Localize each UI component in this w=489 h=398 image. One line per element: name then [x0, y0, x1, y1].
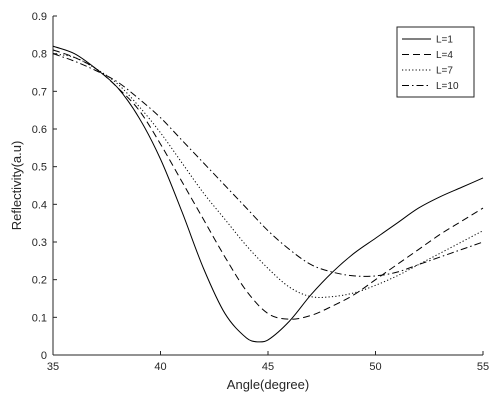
legend-label-1: L=1: [436, 35, 453, 46]
x-tick-label: 40: [154, 361, 166, 373]
x-tick-label: 55: [477, 361, 489, 373]
legend-label-3: L=7: [436, 66, 453, 77]
x-axis-label: Angle(degree): [227, 377, 309, 392]
y-tick-label: 0.5: [32, 162, 47, 174]
legend-label-4: L=10: [436, 81, 459, 92]
y-tick-label: 0.3: [32, 237, 47, 249]
legend: L=1 L=4 L=7 L=10: [397, 27, 474, 97]
y-tick-label: 0.4: [32, 199, 47, 211]
x-tick-label: 45: [262, 361, 274, 373]
y-tick-label: 0.2: [32, 275, 47, 287]
x-tick-label: 35: [47, 361, 59, 373]
y-tick-label: 0.1: [32, 312, 47, 324]
y-tick-label: 0.6: [32, 124, 47, 136]
y-tick-label: 0.8: [32, 49, 47, 61]
y-tick-label: 0: [41, 350, 47, 362]
y-axis-label: Reflectivity(a.u): [9, 141, 24, 231]
legend-label-2: L=4: [436, 50, 453, 61]
y-tick-label: 0.9: [32, 11, 47, 23]
x-tick-label: 50: [369, 361, 381, 373]
y-tick-label: 0.7: [32, 86, 47, 98]
